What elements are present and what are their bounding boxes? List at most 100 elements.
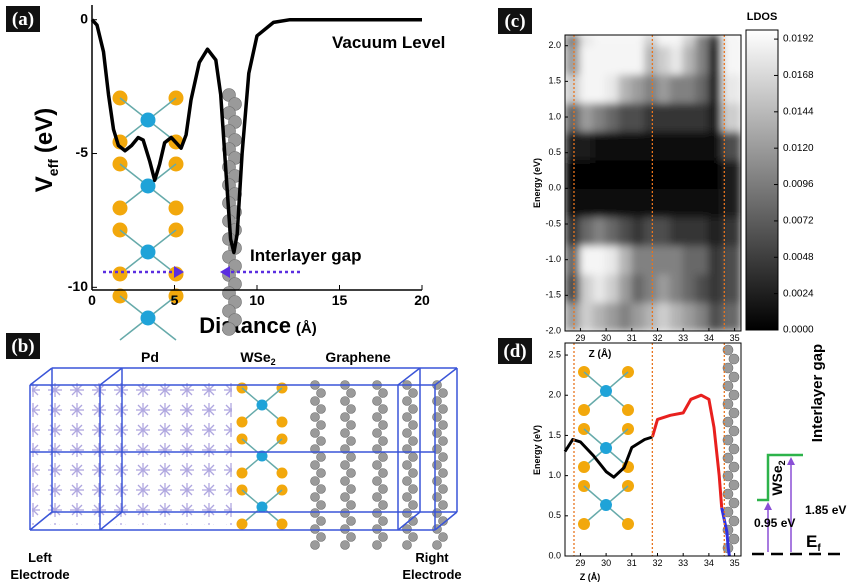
c-atom (341, 525, 350, 534)
c-atom (317, 469, 326, 478)
heat-cell (618, 245, 632, 275)
heat-cell (670, 131, 684, 161)
heat-cell (618, 35, 632, 47)
heat-cell (565, 45, 581, 75)
c-atom (223, 323, 236, 336)
y-label-sub: eff (45, 159, 61, 176)
x-tick-label: 34 (704, 333, 714, 343)
x-tick-label: 33 (678, 558, 688, 568)
se-atom (169, 201, 184, 216)
heat-cell (606, 74, 620, 104)
heat-cell (593, 159, 607, 189)
electrode-label: Left (28, 550, 53, 565)
heat-cell (683, 102, 697, 132)
heat-cell (580, 245, 594, 275)
heat-cell (696, 302, 710, 332)
c-atom (311, 477, 320, 486)
heat-cell (593, 188, 607, 218)
layer-label: WSe2 (769, 460, 787, 495)
heat-cell (683, 216, 697, 246)
heat-cell (606, 159, 620, 189)
heat-cell (565, 131, 581, 161)
heat-cell (696, 273, 710, 303)
panel-b-label: (b) (11, 336, 34, 357)
c-atom (433, 541, 442, 550)
heat-cell (670, 273, 684, 303)
c-atom (341, 541, 350, 550)
c-atom (409, 453, 418, 462)
heat-cell (631, 102, 645, 132)
heat-cell (696, 245, 710, 275)
heat-cell (657, 216, 671, 246)
c-atom (341, 477, 350, 486)
heat-cell (593, 74, 607, 104)
se-atom (622, 404, 634, 416)
y-axis-label: Veff(eV) (31, 108, 61, 192)
region-label: Graphene (325, 349, 391, 365)
w-atom (257, 502, 268, 513)
c-atom (723, 345, 733, 355)
se-atom (277, 468, 288, 479)
c-atom (379, 533, 388, 542)
c-atom (341, 413, 350, 422)
heat-cell (657, 273, 671, 303)
c-atom (317, 405, 326, 414)
data-line (92, 20, 422, 253)
c-atom (729, 390, 739, 400)
c-atom (347, 453, 356, 462)
annotation: Interlayer gap (250, 246, 362, 265)
x-tick-label: 35 (730, 333, 740, 343)
heat-cell (657, 159, 671, 189)
heat-cell (580, 273, 594, 303)
colorbar (746, 30, 778, 330)
heat-cell (580, 45, 594, 75)
x-axis-label: Z (Å) (589, 347, 612, 360)
heat-cell (631, 273, 645, 303)
c-atom (317, 453, 326, 462)
c-atom (347, 501, 356, 510)
w-atom (600, 499, 612, 511)
heat-cell (593, 245, 607, 275)
heat-cell (565, 302, 581, 332)
heat-cell (580, 188, 594, 218)
c-atom (311, 541, 320, 550)
y-tick-label: 0.5 (548, 147, 561, 157)
heat-cell (644, 74, 658, 104)
c-atom (379, 421, 388, 430)
c-atom (347, 517, 356, 526)
c-atom (433, 429, 442, 438)
se-atom (277, 519, 288, 530)
arrow-head (764, 502, 772, 510)
heat-cell (565, 159, 581, 189)
c-atom (409, 437, 418, 446)
heat-cell (644, 45, 658, 75)
colorbar-tick-label: 0.0144 (783, 106, 814, 117)
heat-cell (644, 245, 658, 275)
y-tick-label: 1.5 (548, 76, 561, 86)
c-atom (433, 413, 442, 422)
c-atom (403, 397, 412, 406)
c-atom (373, 493, 382, 502)
c-atom (729, 354, 739, 364)
heat-cell (683, 245, 697, 275)
c-atom (409, 469, 418, 478)
heat-cell (670, 74, 684, 104)
se-atom (277, 417, 288, 428)
c-atom (317, 485, 326, 494)
heat-cell (606, 131, 620, 161)
x-tick-label: 5 (171, 292, 179, 308)
annotation: Vacuum Level (332, 33, 445, 52)
c-atom (379, 517, 388, 526)
x-tick-label: 32 (652, 558, 662, 568)
heat-cell (683, 131, 697, 161)
y-tick-label: 0.0 (548, 550, 561, 560)
cell-edge (435, 368, 457, 385)
heat-cell (631, 216, 645, 246)
y-tick-label: 1.0 (548, 111, 561, 121)
heat-cell (644, 131, 658, 161)
heat-cell (670, 302, 684, 332)
fermi-sub: f (817, 543, 821, 554)
heat-cell (644, 216, 658, 246)
heat-cell (683, 273, 697, 303)
c-atom (341, 509, 350, 518)
